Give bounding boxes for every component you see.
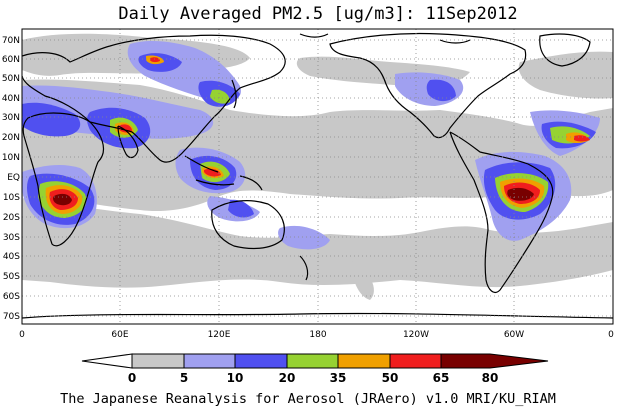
colorbar-tick: 5 bbox=[180, 371, 188, 385]
lat-label: 60N bbox=[2, 55, 20, 65]
lon-label: 0 bbox=[608, 330, 614, 340]
lon-label: 120W bbox=[403, 330, 429, 340]
map-frame bbox=[21, 28, 614, 325]
colorbar bbox=[81, 353, 549, 369]
lat-label: EQ bbox=[7, 173, 20, 183]
colorbar-tick: 65 bbox=[433, 371, 450, 385]
lat-label: 40S bbox=[3, 252, 20, 262]
lat-label: 70S bbox=[3, 312, 20, 322]
lat-label: 60S bbox=[3, 292, 20, 302]
lat-label: 70N bbox=[2, 36, 20, 46]
lat-label: 30S bbox=[3, 233, 20, 243]
lat-label: 50S bbox=[3, 272, 20, 282]
colorbar-ticks: 0 5 10 20 35 50 65 80 bbox=[128, 371, 499, 385]
lat-label: 20S bbox=[3, 213, 20, 223]
map-grid bbox=[22, 29, 613, 324]
colorbar-tick: 10 bbox=[227, 371, 244, 385]
lat-label: 40N bbox=[2, 94, 20, 104]
lon-label: 60W bbox=[504, 330, 524, 340]
lon-label: 0 bbox=[19, 330, 25, 340]
lat-label: 20N bbox=[2, 133, 20, 143]
lon-label: 180 bbox=[309, 330, 326, 340]
longitude-labels: 0 60E 120E 180 120W 60W 0 bbox=[19, 330, 614, 340]
colorbar-segment-1 bbox=[131, 353, 185, 369]
colorbar-segment-2 bbox=[183, 353, 236, 369]
lat-label: 10S bbox=[3, 193, 20, 203]
map-layer bbox=[22, 32, 613, 319]
colorbar-tick: 80 bbox=[482, 371, 499, 385]
colorbar-tick: 20 bbox=[279, 371, 296, 385]
colorbar-segment-0 bbox=[81, 353, 133, 369]
latitude-labels: 70N 60N 50N 40N 30N 20N 10N EQ 10S 20S 3… bbox=[2, 36, 20, 322]
colorbar-segment-6 bbox=[389, 353, 442, 369]
lat-label: 50N bbox=[2, 74, 20, 84]
coastlines bbox=[22, 32, 613, 319]
colorbar-segment-3 bbox=[234, 353, 288, 369]
colorbar-segment-7 bbox=[440, 353, 549, 369]
colorbar-tick: 50 bbox=[382, 371, 399, 385]
colorbar-segment-4 bbox=[286, 353, 339, 369]
credit-line: The Japanese Reanalysis for Aerosol (JRA… bbox=[60, 391, 556, 407]
map-title: Daily Averaged PM2.5 [ug/m3]: 11Sep2012 bbox=[118, 4, 517, 24]
lon-label: 60E bbox=[111, 330, 128, 340]
colorbar-tick: 35 bbox=[330, 371, 347, 385]
lat-label: 10N bbox=[2, 153, 20, 163]
lat-label: 30N bbox=[2, 113, 20, 123]
lon-label: 120E bbox=[208, 330, 231, 340]
colorbar-segment-5 bbox=[337, 353, 391, 369]
colorbar-tick: 0 bbox=[128, 371, 136, 385]
